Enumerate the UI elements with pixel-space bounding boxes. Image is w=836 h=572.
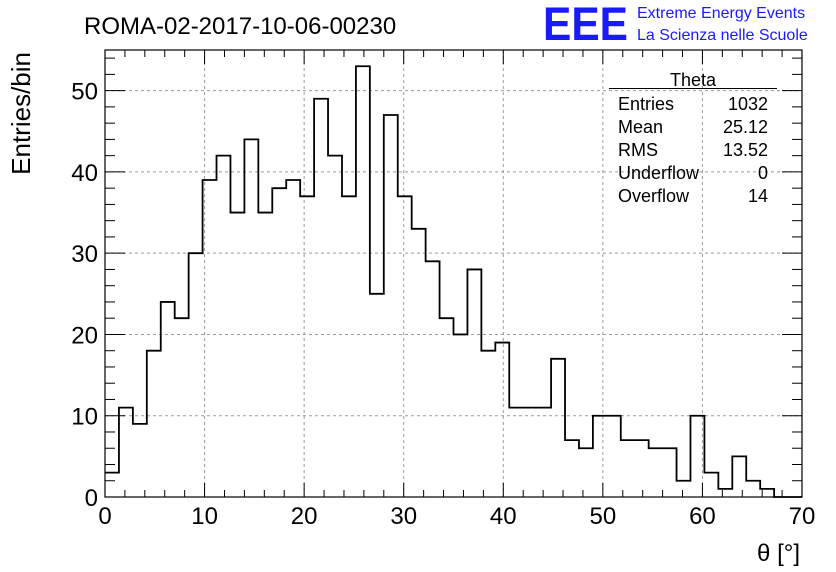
- x-tick-label: 40: [490, 503, 517, 530]
- x-tick-label: 70: [789, 503, 816, 530]
- x-tick-label: 60: [689, 503, 716, 530]
- stats-label: RMS: [618, 140, 658, 160]
- plot-frame: [104, 49, 803, 498]
- stats-box-top-line: [609, 88, 777, 89]
- stats-value: 13.52: [723, 140, 768, 160]
- y-tick-label: 30: [71, 241, 98, 268]
- x-tick-label: 10: [191, 503, 218, 530]
- stats-label: Entries: [618, 94, 674, 114]
- tick-labels: 0 10 20 30 40 50 60 70 0 10 20 30 40 50: [71, 79, 815, 530]
- y-tick-label: 20: [71, 322, 98, 349]
- logo-line-1: Extreme Energy Events: [637, 5, 805, 22]
- stats-value: 0: [758, 163, 768, 183]
- histogram-outline: [105, 65, 802, 498]
- y-tick-label: 10: [71, 404, 98, 431]
- stats-value: 14: [748, 186, 768, 206]
- logo-line-2: La Scienza nelle Scuole: [637, 27, 808, 44]
- x-axis-label: θ [°]: [757, 540, 800, 567]
- eee-logo: EEE: [543, 0, 628, 50]
- x-tick-label: 30: [390, 503, 417, 530]
- stats-value: 1032: [728, 94, 768, 114]
- x-tick-label: 0: [98, 503, 111, 530]
- chart-title: ROMA-02-2017-10-06-00230: [84, 13, 396, 40]
- stats-label: Overflow: [618, 186, 690, 206]
- axis-ticks: [104, 50, 803, 498]
- stats-value: 25.12: [723, 117, 768, 137]
- stats-label: Mean: [618, 117, 663, 137]
- y-axis-label: Entries/bin: [6, 52, 36, 175]
- stats-box: Theta Entries 1032 Mean 25.12 RMS 13.52 …: [609, 70, 777, 206]
- histogram-bins: [105, 65, 802, 498]
- stats-box-title: Theta: [670, 70, 717, 90]
- y-tick-label: 0: [85, 485, 98, 512]
- y-tick-label: 50: [71, 79, 98, 106]
- x-tick-label: 20: [291, 503, 318, 530]
- stats-label: Underflow: [618, 163, 700, 183]
- y-tick-label: 40: [71, 160, 98, 187]
- x-tick-label: 50: [590, 503, 617, 530]
